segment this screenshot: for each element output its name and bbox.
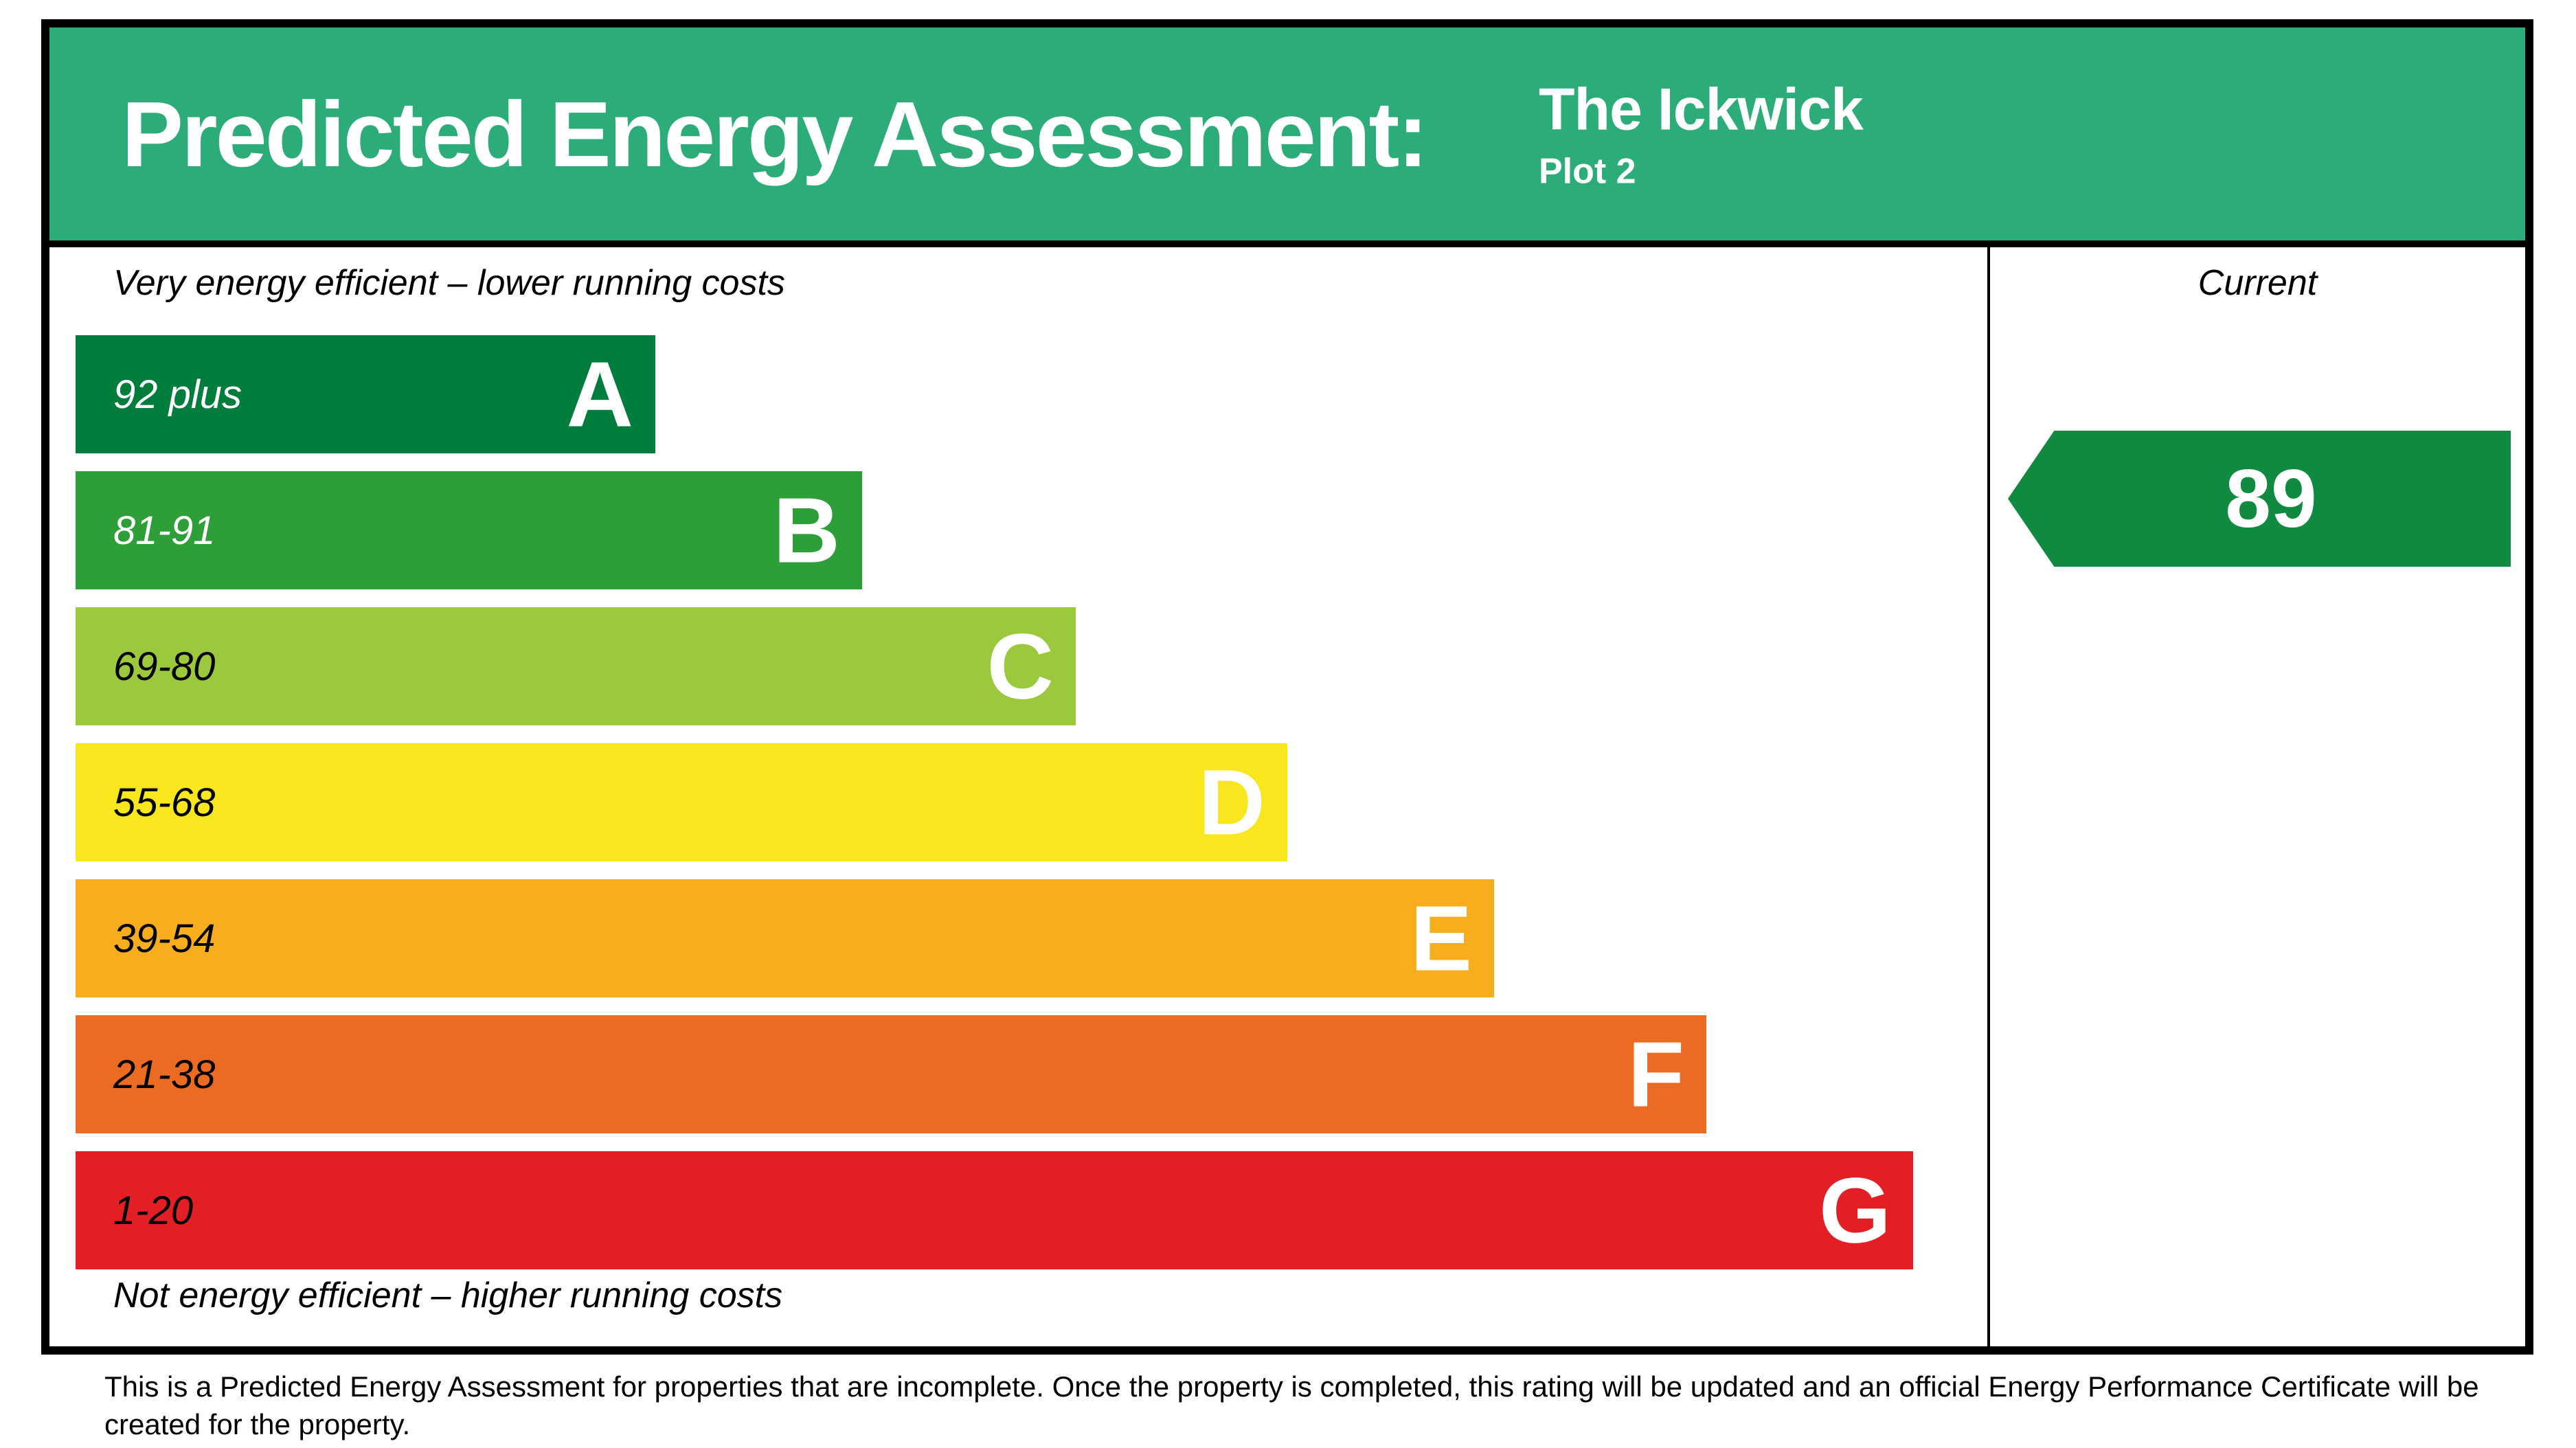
current-rating-arrow: 89 <box>2008 431 2511 567</box>
band-range-label: 55-68 <box>113 780 216 825</box>
predicted-energy-assessment-document: Predicted Energy Assessment: The Ickwick… <box>41 19 2533 1355</box>
inefficient-bottom-label: Not energy efficient – higher running co… <box>113 1276 783 1315</box>
epc-chart: Very energy efficient – lower running co… <box>49 247 2525 1346</box>
band-range-label: 92 plus <box>113 372 242 417</box>
band-letter: E <box>1410 886 1472 991</box>
bands-area: Very energy efficient – lower running co… <box>49 247 1987 1346</box>
band-row-d: 55-68 D <box>76 743 1913 861</box>
band-range-label: 39-54 <box>113 916 216 961</box>
property-name: The Ickwick <box>1539 76 1864 143</box>
page-title: Predicted Energy Assessment: <box>122 82 1428 186</box>
current-rating-value: 89 <box>2225 453 2317 545</box>
band-range-label: 21-38 <box>113 1052 216 1097</box>
band-list: 92 plus A 81-91 B 69-80 C 55-68 D 39-54 E 21-38 F 1-… <box>76 335 1913 1287</box>
band-letter: G <box>1818 1158 1891 1263</box>
band-range-label: 81-91 <box>113 508 216 553</box>
band-letter: D <box>1198 750 1266 855</box>
band-letter: A <box>566 342 634 446</box>
band-row-f: 21-38 F <box>76 1015 1913 1133</box>
band-row-g: 1-20 G <box>76 1151 1913 1269</box>
band-range-label: 1-20 <box>113 1188 194 1233</box>
band-bar-e: 39-54 E <box>76 879 1494 997</box>
current-rating-column: Current 89 <box>1987 247 2525 1346</box>
band-row-b: 81-91 B <box>76 471 1913 589</box>
band-row-a: 92 plus A <box>76 335 1913 453</box>
plot-label: Plot 2 <box>1539 151 1636 192</box>
band-letter: B <box>773 478 841 582</box>
band-bar-g: 1-20 G <box>76 1151 1913 1269</box>
band-bar-c: 69-80 C <box>76 607 1076 725</box>
property-block: The Ickwick Plot 2 <box>1539 76 1864 192</box>
current-column-header: Current <box>2197 263 2318 303</box>
band-bar-a: 92 plus A <box>76 335 655 453</box>
footer-note: This is a Predicted Energy Assessment fo… <box>104 1370 2479 1440</box>
band-bar-f: 21-38 F <box>76 1015 1706 1133</box>
band-range-label: 69-80 <box>113 644 216 689</box>
band-bar-d: 55-68 D <box>76 743 1287 861</box>
band-bar-b: 81-91 B <box>76 471 862 589</box>
document-header: Predicted Energy Assessment: The Ickwick… <box>49 27 2525 247</box>
band-letter: C <box>986 614 1054 719</box>
band-row-c: 69-80 C <box>76 607 1913 725</box>
band-letter: F <box>1627 1022 1684 1127</box>
efficient-top-label: Very energy efficient – lower running co… <box>113 263 785 303</box>
band-row-e: 39-54 E <box>76 879 1913 997</box>
